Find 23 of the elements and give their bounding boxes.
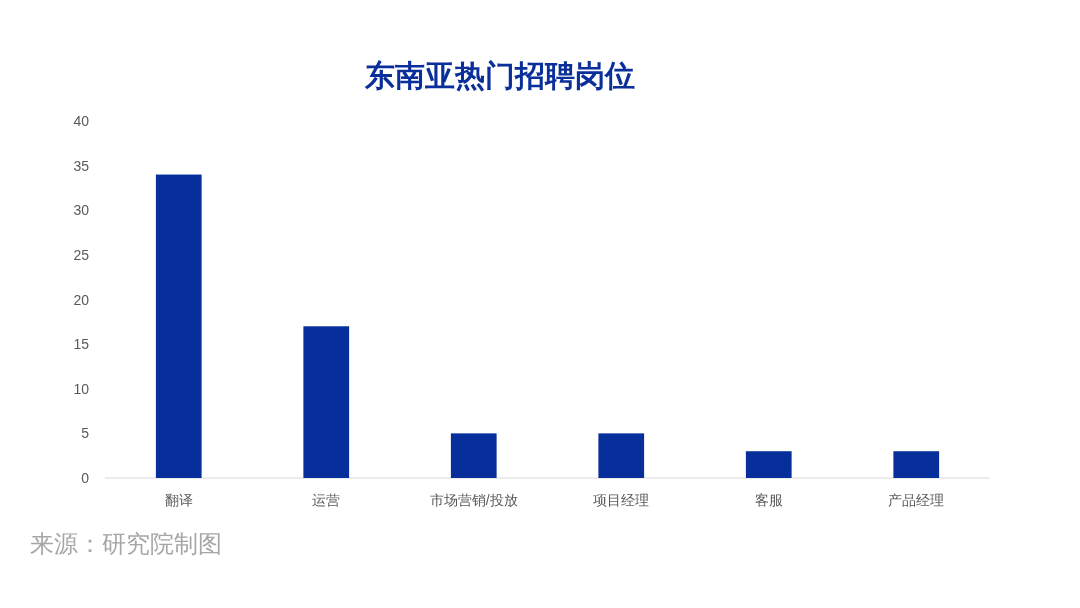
x-tick-label: 市场营销/投放 xyxy=(429,492,518,508)
x-tick-label: 项目经理 xyxy=(593,492,650,508)
y-tick-label: 20 xyxy=(73,291,90,308)
y-tick-label: 40 xyxy=(73,113,90,129)
y-tick-label: 15 xyxy=(73,336,90,353)
y-tick-label: 30 xyxy=(73,202,90,219)
bar xyxy=(155,174,202,478)
x-tick-label: 客服 xyxy=(754,492,783,508)
y-tick-label: 0 xyxy=(81,470,90,486)
bar xyxy=(303,326,350,478)
x-tick-label: 运营 xyxy=(312,492,341,508)
x-tick-label: 翻译 xyxy=(164,492,193,508)
source-note: 来源：研究院制图 xyxy=(30,530,222,557)
y-tick-label: 5 xyxy=(81,425,90,442)
chart-title: 东南亚热门招聘岗位 xyxy=(364,59,635,92)
bar xyxy=(893,451,940,478)
bar xyxy=(450,433,497,478)
y-tick-label: 35 xyxy=(73,157,90,174)
y-tick-label: 10 xyxy=(73,380,90,397)
bar xyxy=(598,433,645,478)
bar xyxy=(745,451,792,478)
x-tick-label: 产品经理 xyxy=(888,492,945,508)
y-tick-label: 25 xyxy=(73,246,90,263)
